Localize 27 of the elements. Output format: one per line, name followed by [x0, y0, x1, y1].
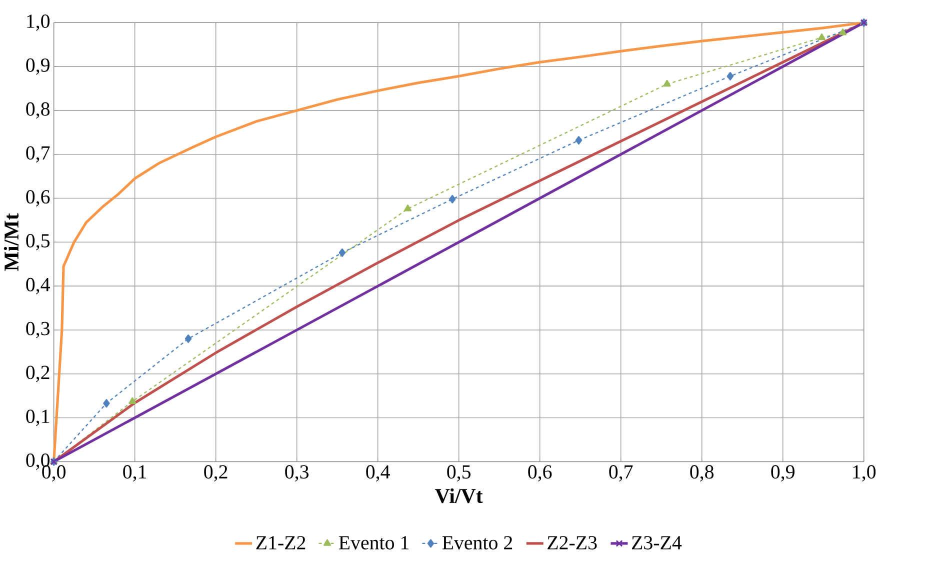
y-tick-label: 0,4	[26, 278, 50, 294]
x-axis-title: Vi/Vt	[435, 488, 483, 504]
y-tick-label: 0,1	[26, 410, 50, 426]
legend-label: Z3-Z4	[632, 536, 682, 550]
y-tick-label: 0,7	[26, 146, 50, 163]
x-tick-label: 0,9	[771, 465, 794, 482]
x-tick-label: 0,1	[123, 465, 146, 482]
x-tick-label: 0,7	[609, 465, 633, 482]
y-tick-label: 0,2	[26, 366, 50, 382]
y-tick-label: 0,9	[26, 58, 50, 75]
legend-label: Evento 1	[338, 536, 408, 550]
y-tick-label: 0,6	[26, 190, 50, 206]
y-axis-title: Mi/Mt	[4, 213, 19, 271]
y-tick-label: 1,0	[27, 14, 50, 31]
y-tick-label: 0,3	[26, 322, 50, 338]
x-tick-label: 0,6	[528, 465, 552, 482]
x-tick-label: 0,5	[447, 465, 471, 482]
legend-label: Z1-Z2	[256, 536, 306, 550]
legend-label: Z2-Z3	[548, 536, 597, 550]
x-tick-label: 0,3	[285, 465, 308, 482]
x-tick-label: 0,2	[204, 465, 228, 482]
y-tick-label: 0,5	[26, 234, 50, 250]
x-tick-label: 0,4	[366, 465, 390, 482]
legend-label: Evento 2	[442, 536, 512, 550]
x-tick-label: 0,8	[690, 465, 714, 482]
y-tick-label: 0,8	[26, 102, 50, 119]
x-tick-label: 1,0	[853, 465, 876, 482]
